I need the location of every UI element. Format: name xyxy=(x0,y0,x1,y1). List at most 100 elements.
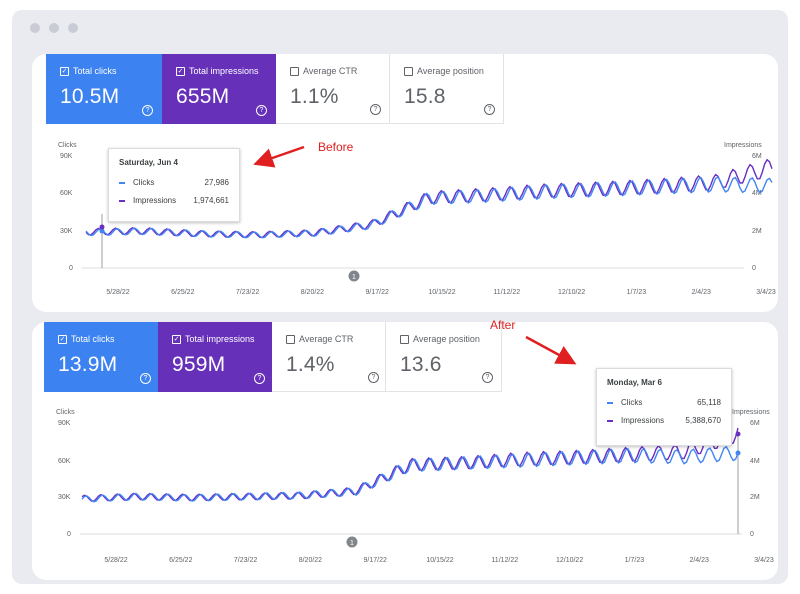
window-maximize-dot[interactable] xyxy=(68,23,78,33)
data-tooltip: Monday, Mar 6 Clicks 65,118 Impressions 5,… xyxy=(596,368,732,446)
performance-panel-before: ✓ Total clicks 10.5M ? ✓ Total impressions… xyxy=(32,54,778,312)
x-tick-label: 2/4/23 xyxy=(689,557,709,564)
performance-chart-before[interactable]: Clicks Impressions 90K 60K 30K 0 6M 4M 2… xyxy=(32,54,778,312)
event-annotation-marker[interactable] xyxy=(348,270,360,282)
tooltip-clicks-value: 65,118 xyxy=(697,398,721,407)
help-icon[interactable]: ? xyxy=(484,104,495,115)
clicks-swatch xyxy=(607,401,613,404)
event-annotation-marker[interactable] xyxy=(346,536,358,548)
y-tick-label: 60K xyxy=(58,458,71,465)
help-icon[interactable]: ? xyxy=(254,373,265,384)
help-icon[interactable]: ? xyxy=(368,372,379,383)
x-tick-label: 2/4/23 xyxy=(691,289,711,296)
y-tick-label: 0 xyxy=(69,265,73,272)
metric-value: 15.8 xyxy=(404,85,446,108)
metric-label: Total clicks xyxy=(73,66,117,76)
performance-chart-after[interactable]: Clicks Impressions 90K 60K 30K 0 6M 4M 2… xyxy=(32,322,778,580)
metric-label: Total clicks xyxy=(71,334,115,344)
checkbox-unchecked-icon[interactable] xyxy=(404,66,413,76)
checkbox-unchecked-icon[interactable] xyxy=(290,66,299,76)
tooltip-impressions-value: 5,388,670 xyxy=(685,416,721,425)
clicks-swatch xyxy=(119,181,125,184)
y-tick-label: 30K xyxy=(60,228,73,235)
x-tick-label: 10/15/22 xyxy=(426,557,453,564)
x-tick-label: 5/28/22 xyxy=(104,557,127,564)
x-tick-label: 8/20/22 xyxy=(299,557,322,564)
x-tick-label: 9/17/22 xyxy=(366,289,389,296)
window-minimize-dot[interactable] xyxy=(49,23,59,33)
checkbox-unchecked-icon[interactable] xyxy=(286,334,295,344)
x-tick-label: 11/12/22 xyxy=(491,557,518,564)
metric-label: Average CTR xyxy=(303,66,358,76)
x-axis-ticks: 5/28/22 6/25/22 7/23/22 8/20/22 9/17/22 10/15… xyxy=(104,557,774,564)
y-axis-title: Clicks xyxy=(56,409,75,416)
total-impressions-card[interactable]: ✓ Total impressions 959M ? xyxy=(158,322,272,392)
clicks-line xyxy=(85,176,773,239)
metric-value: 1.4% xyxy=(286,353,335,376)
x-tick-label: 12/10/22 xyxy=(556,557,583,564)
help-icon[interactable]: ? xyxy=(142,105,153,116)
help-icon[interactable]: ? xyxy=(370,104,381,115)
y2-axis-title: Impressions xyxy=(724,142,762,149)
average-ctr-card[interactable]: Average CTR 1.1% ? xyxy=(276,54,390,124)
checkbox-checked-icon[interactable]: ✓ xyxy=(176,66,185,76)
x-tick-label: 6/25/22 xyxy=(171,289,194,296)
window-close-dot[interactable] xyxy=(30,23,40,33)
tooltip-date: Saturday, Jun 4 xyxy=(119,158,178,167)
x-tick-label: 5/28/22 xyxy=(106,289,129,296)
y2-tick-label: 0 xyxy=(750,531,754,538)
help-icon[interactable]: ? xyxy=(256,105,267,116)
average-position-card[interactable]: Average position 15.8 ? xyxy=(390,54,504,124)
x-tick-label: 7/23/22 xyxy=(236,289,259,296)
y-axis-title: Clicks xyxy=(58,142,77,149)
checkbox-checked-icon[interactable]: ✓ xyxy=(58,334,67,344)
impressions-swatch xyxy=(607,419,613,422)
y2-tick-label: 2M xyxy=(750,494,760,501)
tooltip-clicks-value: 27,986 xyxy=(204,178,229,187)
y2-tick-label: 4M xyxy=(750,458,760,465)
x-tick-label: 3/4/23 xyxy=(754,557,774,564)
impressions-hover-point xyxy=(735,431,741,437)
y-tick-label: 60K xyxy=(60,190,73,197)
tooltip-impressions-label: Impressions xyxy=(621,416,665,425)
tooltip-date: Monday, Mar 6 xyxy=(607,378,662,387)
tooltip-impressions-value: 1,974,661 xyxy=(193,196,229,205)
help-icon[interactable]: ? xyxy=(140,373,151,384)
y-tick-label: 90K xyxy=(58,420,71,427)
x-tick-label: 6/25/22 xyxy=(169,557,192,564)
y2-tick-label: 6M xyxy=(750,420,760,427)
x-tick-label: 1/7/23 xyxy=(627,289,647,296)
after-annotation-label: After xyxy=(490,318,516,332)
y-tick-label: 90K xyxy=(60,153,73,160)
metric-label: Average CTR xyxy=(299,334,354,344)
metric-value: 1.1% xyxy=(290,85,339,108)
checkbox-unchecked-icon[interactable] xyxy=(400,334,409,344)
tooltip-clicks-label: Clicks xyxy=(133,178,155,187)
metric-value: 655M xyxy=(176,85,230,108)
x-tick-label: 8/20/22 xyxy=(301,289,324,296)
help-icon[interactable]: ? xyxy=(482,372,493,383)
metric-value: 959M xyxy=(172,353,226,376)
y2-axis-title: Impressions xyxy=(732,409,770,416)
tooltip-clicks-label: Clicks xyxy=(621,398,643,407)
impressions-swatch xyxy=(119,199,125,202)
total-clicks-card[interactable]: ✓ Total clicks 10.5M ? xyxy=(46,54,162,124)
total-clicks-card[interactable]: ✓ Total clicks 13.9M ? xyxy=(44,322,158,392)
x-axis-ticks: 5/28/22 6/25/22 7/23/22 8/20/22 9/17/22 10/15… xyxy=(106,289,776,296)
average-ctr-card[interactable]: Average CTR 1.4% ? xyxy=(272,322,386,392)
x-tick-label: 1/7/23 xyxy=(625,557,645,564)
checkbox-checked-icon[interactable]: ✓ xyxy=(60,66,69,76)
data-tooltip: Saturday, Jun 4 Clicks 27,986 Impressions… xyxy=(108,148,240,222)
total-impressions-card[interactable]: ✓ Total impressions 655M ? xyxy=(162,54,276,124)
before-arrow-icon xyxy=(253,145,305,168)
y-tick-label: 30K xyxy=(58,494,71,501)
clicks-hover-point xyxy=(99,228,105,234)
metric-label: Average position xyxy=(413,334,480,344)
x-tick-label: 9/17/22 xyxy=(364,557,387,564)
checkbox-checked-icon[interactable]: ✓ xyxy=(172,334,181,344)
impressions-line xyxy=(85,158,773,239)
average-position-card[interactable]: Average position 13.6 ? xyxy=(386,322,502,392)
y2-tick-label: 2M xyxy=(752,228,762,235)
performance-panel-after: ✓ Total clicks 13.9M ? ✓ Total impressions… xyxy=(32,322,778,580)
x-tick-label: 3/4/23 xyxy=(756,289,776,296)
